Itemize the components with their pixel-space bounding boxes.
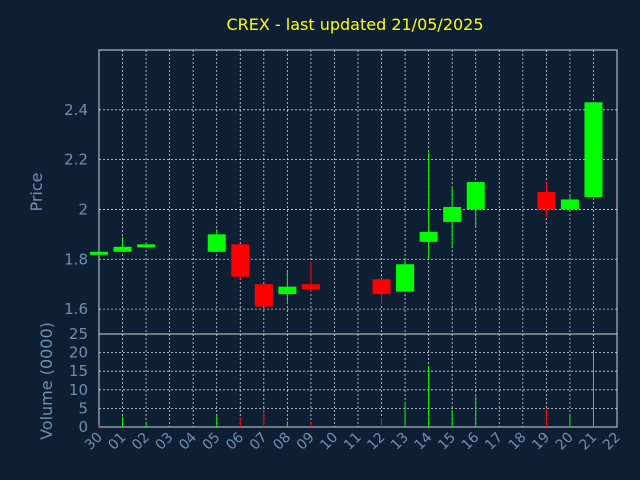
price-tick-label: 2: [78, 200, 88, 218]
candle-body: [90, 251, 108, 255]
volume-tick-label: 0: [78, 418, 88, 436]
price-tick-label: 1.8: [64, 250, 88, 268]
tick-label-layer: 30 01 02 03 04 05 06 07 08 09 10 11 12 13 14 15 16 17 18 19…: [64, 101, 624, 454]
x-tick-label: 08: [270, 430, 294, 454]
price-tick-label: 1.6: [64, 300, 88, 318]
x-tick-label: 10: [317, 430, 341, 454]
x-tick-label: 17: [482, 430, 506, 454]
volume-tick-label: 15: [69, 362, 88, 380]
candle-body: [560, 199, 579, 210]
x-tick-label: 01: [105, 430, 129, 454]
candle-body: [419, 231, 438, 242]
x-tick-label: 20: [553, 430, 577, 454]
candle-body: [584, 102, 603, 197]
volume-tick-label: 10: [69, 381, 88, 399]
candle-body: [466, 182, 485, 210]
x-tick-label: 14: [412, 429, 436, 453]
price-axis-label: Price: [27, 172, 46, 211]
x-tick-label: 11: [341, 430, 365, 454]
x-tick-label: 21: [576, 430, 600, 454]
candle-body: [207, 234, 226, 252]
candle-body: [443, 206, 462, 222]
volume-bar-layer: [98, 351, 594, 427]
x-tick-label: 03: [153, 430, 177, 454]
x-tick-label: 19: [529, 430, 553, 454]
price-tick-label: 2.4: [64, 101, 88, 119]
x-tick-label: 22: [600, 430, 624, 454]
price-tick-label: 2.2: [64, 151, 88, 169]
x-tick-label: 02: [129, 430, 153, 454]
candle-body: [372, 279, 391, 295]
candle-body: [113, 246, 132, 252]
volume-tick-label: 5: [78, 399, 88, 417]
x-tick-label: 16: [459, 429, 483, 453]
x-tick-label: 05: [200, 430, 224, 454]
x-tick-label: 09: [294, 430, 318, 454]
candle-body: [137, 244, 156, 248]
grid-layer: [98, 49, 618, 428]
chart-title: CREX - last updated 21/05/2025: [226, 15, 483, 34]
x-tick-label: 04: [176, 429, 200, 453]
candle-body: [537, 192, 556, 210]
x-tick-label: 06: [223, 429, 247, 453]
candle-body: [231, 244, 250, 277]
candle-layer: [90, 102, 603, 307]
x-tick-label: 13: [388, 430, 412, 454]
x-tick-label: 07: [247, 430, 271, 454]
volume-tick-label: 25: [69, 325, 88, 343]
candle-body: [396, 264, 415, 292]
x-axis-label: Day: [334, 460, 362, 476]
x-tick-label: 15: [435, 430, 459, 454]
x-tick-label: 18: [506, 430, 530, 454]
x-tick-label: 12: [364, 430, 388, 454]
volume-axis-label: Volume (0000): [37, 322, 56, 440]
candle-body: [254, 284, 273, 307]
candle-body: [301, 284, 320, 290]
candle-body: [278, 286, 297, 295]
volume-tick-label: 20: [69, 344, 88, 362]
